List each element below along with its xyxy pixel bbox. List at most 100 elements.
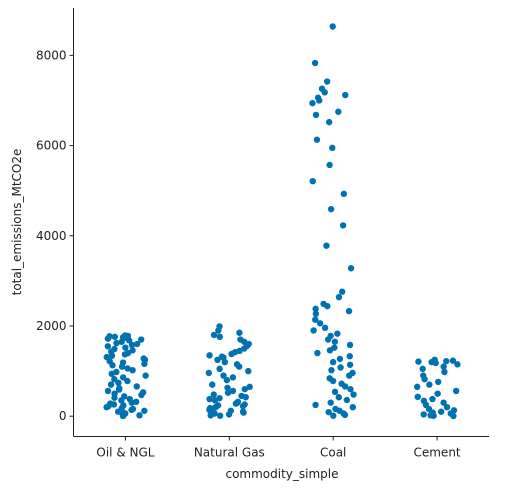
data-point-coal (310, 327, 317, 334)
data-point-coal (327, 399, 334, 406)
data-point-cement (441, 368, 448, 376)
data-point-coal (336, 355, 344, 363)
data-point-coal (335, 293, 343, 301)
data-point-cement (419, 365, 426, 373)
data-point-natural-gas (215, 327, 222, 334)
data-point-cement (434, 390, 441, 397)
data-point-cement (413, 383, 421, 391)
data-point-natural-gas (241, 385, 248, 393)
data-point-cement (414, 393, 421, 401)
data-point-natural-gas (210, 331, 218, 339)
data-point-oil-ngl (118, 363, 126, 370)
data-point-natural-gas (209, 381, 216, 388)
data-point-natural-gas (210, 391, 217, 398)
data-point-coal (341, 383, 349, 390)
data-point-coal (328, 367, 335, 374)
data-point-coal (321, 324, 329, 331)
data-point-cement (454, 361, 461, 368)
data-point-coal (324, 336, 332, 343)
data-point-coal (345, 307, 353, 315)
data-point-natural-gas (228, 350, 235, 358)
data-point-coal (339, 288, 346, 295)
data-point-oil-ngl (122, 344, 129, 351)
data-point-oil-ngl (104, 335, 112, 342)
data-point-natural-gas (232, 400, 240, 407)
data-point-oil-ngl (142, 372, 149, 379)
data-point-coal (325, 118, 333, 126)
data-point-natural-gas (242, 394, 249, 401)
data-point-natural-gas (206, 352, 213, 359)
data-point-oil-ngl (141, 407, 148, 414)
data-point-coal (346, 372, 353, 379)
data-point-coal (346, 361, 354, 368)
data-point-natural-gas (221, 358, 229, 366)
data-point-coal (312, 111, 320, 119)
x-tick-label-coal: Coal (320, 446, 346, 460)
data-point-natural-gas (224, 384, 231, 391)
data-point-oil-ngl (113, 339, 120, 347)
data-point-natural-gas (229, 374, 237, 381)
data-point-oil-ngl (124, 377, 131, 385)
y-tick-label: 2000 (36, 319, 67, 333)
y-tick-label: 6000 (36, 139, 67, 153)
data-point-oil-ngl (103, 403, 110, 411)
data-point-oil-ngl (116, 386, 123, 393)
data-point-cement (443, 403, 451, 411)
data-point-natural-gas (207, 412, 214, 419)
data-point-cement (450, 412, 457, 420)
data-point-coal (329, 144, 336, 152)
data-point-coal (329, 377, 337, 385)
data-point-natural-gas (236, 329, 243, 336)
data-point-coal (329, 23, 336, 30)
data-point-coal (316, 97, 323, 104)
data-point-natural-gas (220, 372, 227, 379)
data-point-natural-gas (235, 363, 243, 370)
data-point-oil-ngl (104, 387, 112, 395)
data-point-coal (346, 353, 353, 360)
data-point-coal (316, 320, 324, 327)
x-tick-label-oil-ngl: Oil & NGL (96, 446, 154, 460)
x-ticks: Oil & NGL Natural Gas Coal Cement (96, 436, 461, 460)
data-point-natural-gas (216, 412, 224, 419)
data-point-oil-ngl (129, 367, 136, 374)
x-tick-label-natural-gas: Natural Gas (194, 446, 265, 460)
data-point-coal (335, 108, 342, 115)
y-ticks: 0 2000 4000 6000 8000 (36, 48, 74, 423)
data-point-coal (327, 205, 335, 213)
y-tick-label: 8000 (36, 48, 67, 62)
data-point-coal (331, 338, 339, 345)
data-point-natural-gas (206, 395, 213, 403)
data-point-natural-gas (245, 367, 252, 375)
data-point-coal (349, 403, 357, 411)
data-point-natural-gas (205, 369, 213, 377)
data-point-oil-ngl (129, 347, 136, 354)
data-point-oil-ngl (124, 365, 131, 372)
data-point-oil-ngl (121, 351, 129, 358)
data-point-coal (324, 302, 331, 310)
data-point-coal (323, 78, 331, 85)
data-point-cement (429, 395, 436, 403)
data-point-coal (323, 242, 330, 249)
data-point-coal (326, 347, 334, 354)
data-point-coal (339, 222, 347, 229)
data-point-cement (432, 359, 439, 367)
data-point-coal (329, 358, 337, 366)
data-point-coal (346, 341, 354, 349)
data-point-cement (440, 399, 447, 406)
data-point-coal (342, 91, 349, 99)
data-point-oil-ngl (133, 340, 141, 348)
data-point-oil-ngl (137, 336, 145, 343)
data-point-oil-ngl (118, 338, 125, 345)
data-point-natural-gas (223, 376, 231, 384)
data-point-oil-ngl (104, 343, 112, 350)
data-point-cement (426, 381, 433, 388)
data-point-cement (437, 408, 445, 415)
data-point-coal (350, 391, 357, 398)
data-point-oil-ngl (119, 374, 127, 381)
data-point-natural-gas (240, 409, 247, 416)
data-point-coal (309, 99, 316, 107)
data-point-coal (325, 408, 332, 416)
y-tick-label: 4000 (36, 229, 67, 243)
